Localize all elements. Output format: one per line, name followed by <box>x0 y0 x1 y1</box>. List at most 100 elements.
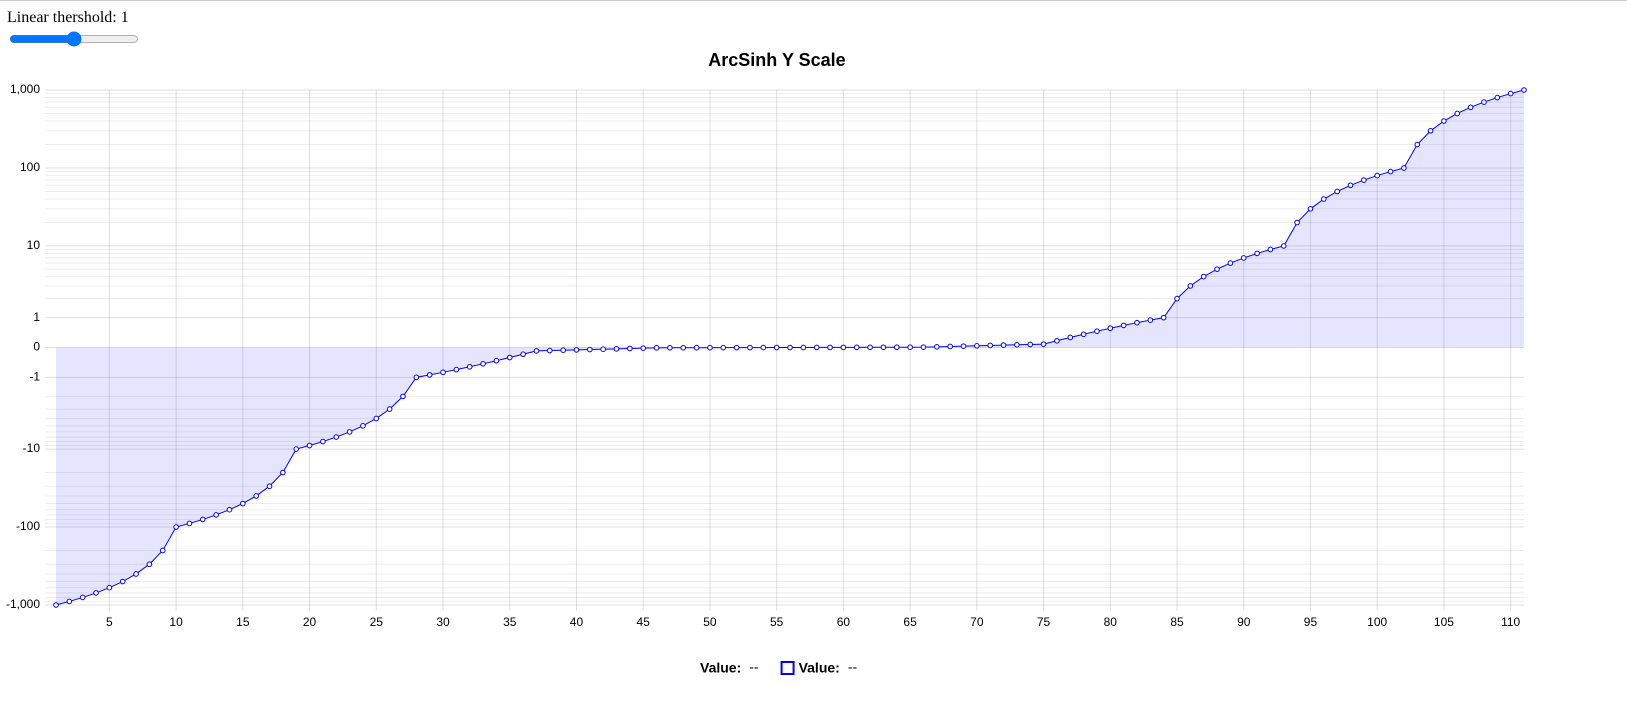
x-tick-label: 60 <box>837 615 851 629</box>
point <box>1014 341 1020 348</box>
point <box>506 354 513 361</box>
y-tick-label: 100 <box>20 160 40 174</box>
point <box>693 344 700 351</box>
point <box>560 347 566 354</box>
point <box>1441 118 1447 124</box>
point <box>373 415 380 422</box>
point <box>280 469 286 476</box>
point <box>66 598 73 605</box>
legend-swatch <box>780 661 795 675</box>
point <box>173 524 179 530</box>
x-tick-label: 85 <box>1170 615 1184 629</box>
y-tick-label: 10 <box>27 238 41 252</box>
point <box>533 348 540 354</box>
point <box>840 344 847 351</box>
point <box>320 438 326 445</box>
point <box>440 369 446 376</box>
point <box>1200 273 1207 280</box>
point <box>853 344 860 351</box>
y-tick-label: -10 <box>23 441 41 455</box>
point <box>1374 172 1380 179</box>
point <box>893 344 900 351</box>
point <box>1361 177 1367 183</box>
point <box>1054 337 1060 344</box>
point <box>1067 334 1074 341</box>
threshold-label: Linear thershold: <box>7 9 117 26</box>
point <box>546 347 553 354</box>
x-tick-label: 45 <box>637 615 651 629</box>
point <box>119 578 126 585</box>
point <box>79 594 86 601</box>
point <box>1134 319 1140 326</box>
point <box>1120 322 1127 329</box>
point <box>213 512 219 518</box>
point <box>253 493 259 499</box>
point <box>1481 99 1487 105</box>
point <box>106 584 113 591</box>
point <box>640 345 647 351</box>
x-tick-label: 75 <box>1037 615 1051 629</box>
point <box>1427 127 1434 134</box>
point <box>1507 90 1514 97</box>
point <box>800 344 807 351</box>
threshold-control: Linear thershold: 1 <box>7 9 139 47</box>
point <box>53 602 59 608</box>
point <box>760 344 767 351</box>
point <box>1347 182 1354 189</box>
point <box>266 483 273 490</box>
point <box>1000 342 1007 348</box>
point <box>1414 141 1421 148</box>
point <box>1240 255 1247 261</box>
y-tick-label: -1,000 <box>6 597 40 611</box>
point <box>1267 246 1274 253</box>
y-tick-label: 1,000 <box>10 82 40 96</box>
point <box>1401 165 1407 171</box>
point <box>146 561 153 568</box>
point <box>907 344 913 350</box>
point <box>1174 295 1180 302</box>
x-tick-label: 5 <box>106 615 113 629</box>
point <box>333 434 340 440</box>
point <box>987 342 993 349</box>
point <box>1094 328 1100 334</box>
point <box>480 361 486 367</box>
point <box>1254 250 1260 257</box>
point <box>1334 188 1340 195</box>
point <box>947 343 953 350</box>
threshold-slider[interactable] <box>9 31 139 47</box>
point <box>226 506 233 513</box>
point <box>453 366 460 373</box>
chart-title: ArcSinh Y Scale <box>708 50 845 70</box>
point <box>1027 341 1034 348</box>
point <box>934 344 940 350</box>
point <box>293 446 300 452</box>
point <box>653 345 660 351</box>
legend-value: -- <box>848 659 858 675</box>
point <box>1080 331 1087 338</box>
point <box>1160 314 1167 321</box>
point <box>613 346 620 352</box>
point <box>680 344 687 351</box>
y-tick-label: 1 <box>33 310 40 324</box>
point <box>159 547 166 554</box>
point <box>413 374 420 381</box>
point <box>1494 94 1501 101</box>
x-tick-label: 105 <box>1434 615 1454 629</box>
point <box>773 344 780 351</box>
point <box>386 406 393 412</box>
x-tick-label: 95 <box>1304 615 1318 629</box>
point <box>466 363 473 370</box>
x-tick-label: 55 <box>770 615 784 629</box>
point <box>1280 243 1287 249</box>
point <box>960 343 967 349</box>
point <box>1040 341 1047 347</box>
point <box>1147 317 1154 323</box>
point <box>1294 219 1300 226</box>
point <box>720 344 727 351</box>
point <box>346 429 353 435</box>
point <box>93 590 99 596</box>
point <box>1107 325 1114 332</box>
point <box>1321 196 1327 202</box>
